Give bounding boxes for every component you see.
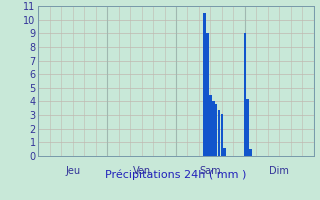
Bar	[215, 104, 217, 156]
Bar	[212, 101, 214, 156]
Text: Ven: Ven	[132, 166, 151, 176]
Text: Sam: Sam	[200, 166, 221, 176]
Bar	[246, 99, 249, 156]
Bar	[206, 33, 209, 156]
Bar	[220, 114, 223, 156]
Bar	[249, 149, 252, 156]
X-axis label: Précipitations 24h ( mm ): Précipitations 24h ( mm )	[105, 170, 247, 180]
Bar	[223, 148, 226, 156]
Bar	[209, 95, 212, 156]
Bar	[218, 110, 220, 156]
Text: Jeu: Jeu	[65, 166, 80, 176]
Text: Dim: Dim	[269, 166, 289, 176]
Bar	[244, 33, 246, 156]
Bar	[204, 13, 206, 156]
